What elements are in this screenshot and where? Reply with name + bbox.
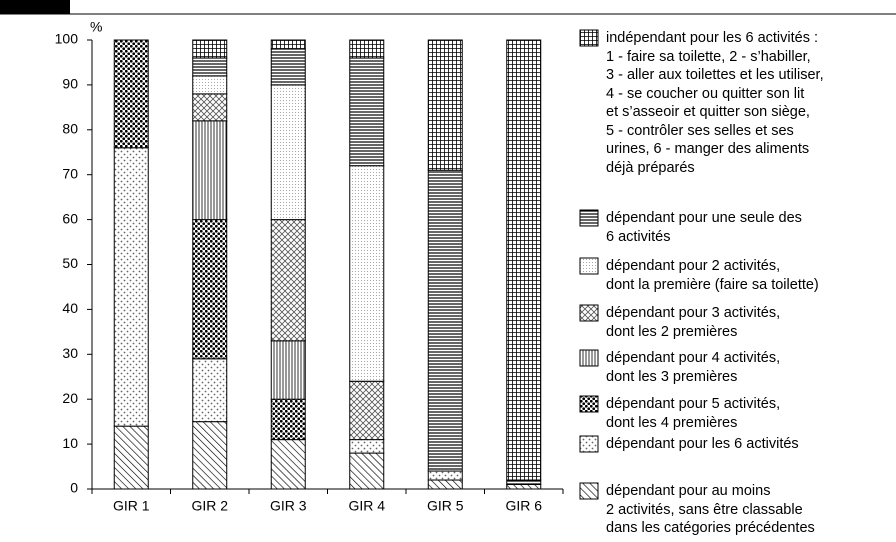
bar-segment <box>349 380 385 441</box>
bar-segment <box>506 484 542 490</box>
y-tick-label: 50 <box>62 255 78 271</box>
bar-segment <box>192 219 228 360</box>
bar-segment <box>113 39 149 149</box>
y-tick-label: 30 <box>62 345 78 361</box>
bar-segment <box>113 425 149 490</box>
legend-entry: dépendant pour les 6 activités <box>606 436 799 452</box>
legend-entry: dépendant pour une seule des 6 activités <box>606 210 802 245</box>
y-axis-label: % <box>90 19 102 35</box>
legend-swatch <box>579 257 599 275</box>
bar-segment <box>349 165 385 382</box>
x-tick-label: GIR 6 <box>505 498 542 514</box>
bar-segment <box>506 479 542 486</box>
bar-segment <box>349 57 385 167</box>
legend-swatch <box>579 395 599 413</box>
bar-segment <box>192 421 228 490</box>
y-tick-label: 10 <box>62 435 78 451</box>
bar-segment <box>192 57 228 77</box>
y-tick-label: 60 <box>62 210 78 226</box>
x-tick-label: GIR 1 <box>113 498 150 514</box>
x-tick-label: GIR 5 <box>427 498 464 514</box>
y-tick-label: 90 <box>62 76 78 92</box>
y-tick-label: 0 <box>70 480 78 496</box>
bar-segment <box>270 48 306 86</box>
legend-entry: dépendant pour 4 activités, dont les 3 p… <box>606 350 781 385</box>
bar-segment <box>192 39 228 59</box>
legend-entry: indépendant pour les 6 activités : 1 - f… <box>606 30 824 176</box>
legend-entry: dépendant pour 5 activités, dont les 4 p… <box>606 396 781 431</box>
bar-segment <box>427 169 463 472</box>
bar-segment <box>427 470 463 481</box>
bar-segment <box>270 340 306 400</box>
bar-segment <box>192 120 228 221</box>
bar-segment <box>506 39 542 481</box>
bar-segment <box>270 84 306 221</box>
legend-swatch <box>579 209 599 227</box>
bar-segment <box>349 39 385 59</box>
bar-segment <box>427 479 463 490</box>
x-tick-label: GIR 3 <box>270 498 307 514</box>
bar-segment <box>192 358 228 423</box>
y-tick-label: 80 <box>62 121 78 137</box>
bar-segment <box>192 93 228 122</box>
bar-segment <box>270 219 306 342</box>
legend-swatch <box>579 482 599 500</box>
bar-segment <box>113 147 149 427</box>
y-tick-label: 70 <box>62 165 78 181</box>
bar-segment <box>270 439 306 490</box>
legend-swatch <box>579 435 599 453</box>
x-tick-label: GIR 4 <box>348 498 385 514</box>
bar-segment <box>270 39 306 50</box>
y-tick-label: 100 <box>55 31 79 47</box>
y-tick-label: 40 <box>62 300 78 316</box>
legend-swatch <box>579 304 599 322</box>
bar-segment <box>349 439 385 454</box>
y-tick-label: 20 <box>62 390 78 406</box>
legend-swatch <box>579 29 599 47</box>
legend-entry: dépendant pour 3 activités, dont les 2 p… <box>606 305 781 340</box>
legend-swatch <box>579 349 599 367</box>
bar-segment <box>349 452 385 490</box>
legend-entry: dépendant pour au moins 2 activités, san… <box>606 483 815 536</box>
legend-entry: dépendant pour 2 activités, dont la prem… <box>606 258 819 293</box>
bar-segment <box>427 39 463 171</box>
header-tab <box>0 0 70 14</box>
bar-segment <box>192 75 228 95</box>
bar-segment <box>270 398 306 441</box>
x-tick-label: GIR 2 <box>191 498 228 514</box>
